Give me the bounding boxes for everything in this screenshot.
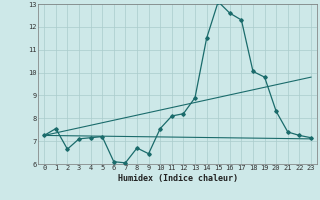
X-axis label: Humidex (Indice chaleur): Humidex (Indice chaleur) (118, 174, 238, 183)
